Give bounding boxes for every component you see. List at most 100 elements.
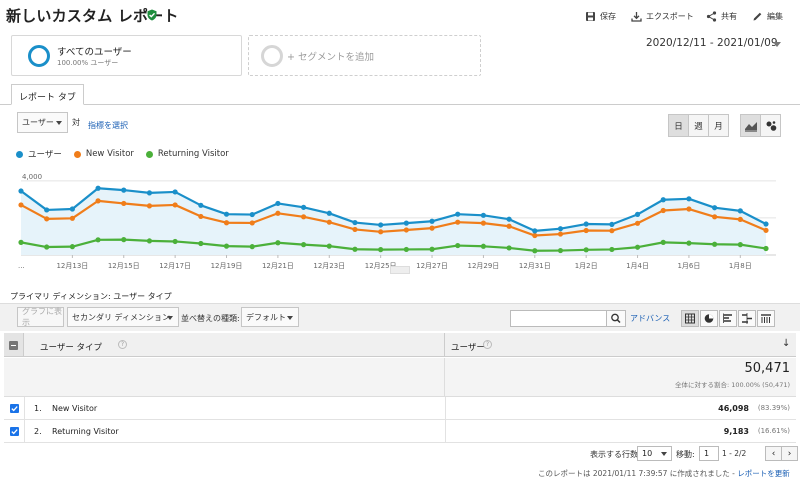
checkmark-icon <box>11 406 18 412</box>
tab-report[interactable]: レポート タブ <box>11 84 84 105</box>
help-icon[interactable]: ? <box>118 340 127 349</box>
edit-label: 編集 <box>767 11 783 21</box>
row-index: 1. <box>34 404 42 413</box>
row-dimension-link[interactable]: New Visitor <box>52 404 98 413</box>
data-point <box>326 243 332 249</box>
data-point <box>557 226 564 232</box>
pivot-view-button[interactable] <box>757 310 775 327</box>
x-tick-label: 12月29日 <box>467 262 499 270</box>
series-line <box>20 238 767 252</box>
empty-segment-ring <box>261 45 283 67</box>
data-point <box>480 243 487 249</box>
table-row[interactable]: 2. Returning Visitor 9,183 (16.61%) <box>4 420 796 443</box>
edit-button[interactable]: 編集 <box>752 9 783 23</box>
data-point <box>300 214 307 220</box>
search-button[interactable] <box>606 310 626 327</box>
rows-per-page-select[interactable]: 10 <box>637 446 672 461</box>
export-button[interactable]: エクスポート <box>631 9 694 23</box>
data-point <box>275 240 281 246</box>
row-value: 9,183 <box>723 427 749 436</box>
comparison-view-button[interactable] <box>738 310 756 327</box>
date-range-picker[interactable]: 2020/12/11 - 2021/01/09 <box>646 37 778 49</box>
data-point <box>378 222 384 228</box>
data-point <box>44 207 50 213</box>
data-point <box>455 219 461 225</box>
data-point <box>198 213 204 220</box>
plot-rows-button[interactable]: グラフに表示 <box>17 307 64 327</box>
segment-all-users[interactable]: すべてのユーザー 100.00% ユーザー <box>11 35 242 76</box>
row-checkbox[interactable] <box>10 404 19 413</box>
line-chart[interactable]: 2,0004,000...12月13日12月15日12月17日12月19日12月… <box>0 160 800 275</box>
select-all-cell[interactable] <box>4 333 24 357</box>
sort-arrow-down-icon[interactable]: ↓ <box>782 338 791 349</box>
data-point <box>583 247 589 253</box>
legend-item[interactable]: Returning Visitor <box>145 148 229 160</box>
data-point <box>275 200 281 207</box>
data-point <box>557 231 564 237</box>
previous-page-button[interactable]: ‹ <box>765 446 782 461</box>
goto-page-input[interactable]: 1 <box>699 446 719 461</box>
column-header-users[interactable]: ユーザー ? ↓ <box>445 333 796 357</box>
table-view-button[interactable] <box>681 310 699 327</box>
data-point <box>583 227 589 234</box>
period-month-button[interactable]: 月 <box>708 114 729 137</box>
data-point <box>378 229 384 235</box>
refresh-report-link[interactable]: レポートを更新 <box>737 469 790 478</box>
help-icon[interactable]: ? <box>483 340 492 349</box>
select-all-checkbox[interactable] <box>9 341 18 350</box>
table-row[interactable]: 1. New Visitor 46,098 (83.39%) <box>4 397 796 420</box>
data-point <box>69 244 75 250</box>
save-label: 保存 <box>600 11 616 21</box>
sort-type-dropdown[interactable]: デフォルト <box>241 307 299 327</box>
data-point <box>686 196 692 202</box>
add-segment-button[interactable]: + セグメントを追加 <box>248 35 481 76</box>
motion-chart-button[interactable] <box>760 114 781 137</box>
share-button[interactable]: 共有 <box>706 9 737 23</box>
column-header-user-type[interactable]: ユーザー タイプ ? <box>24 333 445 357</box>
next-page-button[interactable]: › <box>781 446 798 461</box>
metric-dropdown[interactable]: ユーザー <box>17 112 68 133</box>
select-metric-link[interactable]: 指標を選択 <box>88 121 128 130</box>
rows-per-page-value: 10 <box>642 449 653 458</box>
data-point <box>95 237 101 243</box>
data-point <box>609 221 615 228</box>
legend-item[interactable]: New Visitor <box>73 148 134 160</box>
row-dimension-link[interactable]: Returning Visitor <box>52 427 119 436</box>
data-point <box>480 212 487 218</box>
data-point <box>609 228 615 234</box>
data-point <box>249 244 255 250</box>
save-icon <box>586 11 595 21</box>
report-header: 新しいカスタム レポート 保存 エクスポート 共有 編集 <box>0 0 800 32</box>
line-chart-button[interactable] <box>740 114 761 137</box>
data-point <box>712 241 718 247</box>
data-point <box>737 216 743 222</box>
secondary-dimension-dropdown[interactable]: セカンダリ ディメンション <box>67 307 179 327</box>
rows-per-page-label: 表示する行数: <box>590 450 641 459</box>
save-button[interactable]: 保存 <box>585 9 616 23</box>
period-day-button[interactable]: 日 <box>668 114 689 137</box>
advanced-filter-link[interactable]: アドバンス <box>630 314 671 323</box>
y-tick-label: 4,000 <box>22 173 42 181</box>
row-checkbox[interactable] <box>10 427 19 436</box>
primary-dimension-label: プライマリ ディメンション: <box>10 292 111 301</box>
performance-view-button[interactable] <box>719 310 737 327</box>
table-toolbar: グラフに表示 セカンダリ ディメンション 並べ替えの種類: デフォルト アドバン… <box>0 303 800 331</box>
data-point <box>634 211 641 217</box>
legend-item[interactable]: ユーザー <box>16 148 62 160</box>
report-created-note: このレポートは 2021/01/11 7:39:57 に作成されました - レポ… <box>538 468 790 479</box>
line-chart-icon <box>744 121 757 131</box>
x-tick-label: 12月25日 <box>365 262 397 270</box>
chart-resize-handle[interactable] <box>390 266 410 274</box>
data-point <box>429 246 435 252</box>
data-point <box>352 226 358 233</box>
table-search-input[interactable] <box>510 310 607 327</box>
data-point <box>455 242 461 249</box>
primary-dimension-value[interactable]: ユーザー タイプ <box>113 292 172 301</box>
page-range: 1 - 2/2 <box>722 449 747 458</box>
data-point <box>660 197 666 203</box>
chevron-down-icon[interactable] <box>773 42 781 47</box>
period-week-button[interactable]: 週 <box>688 114 709 137</box>
data-point <box>223 243 230 249</box>
pie-view-button[interactable] <box>700 310 718 327</box>
data-point <box>712 214 718 220</box>
